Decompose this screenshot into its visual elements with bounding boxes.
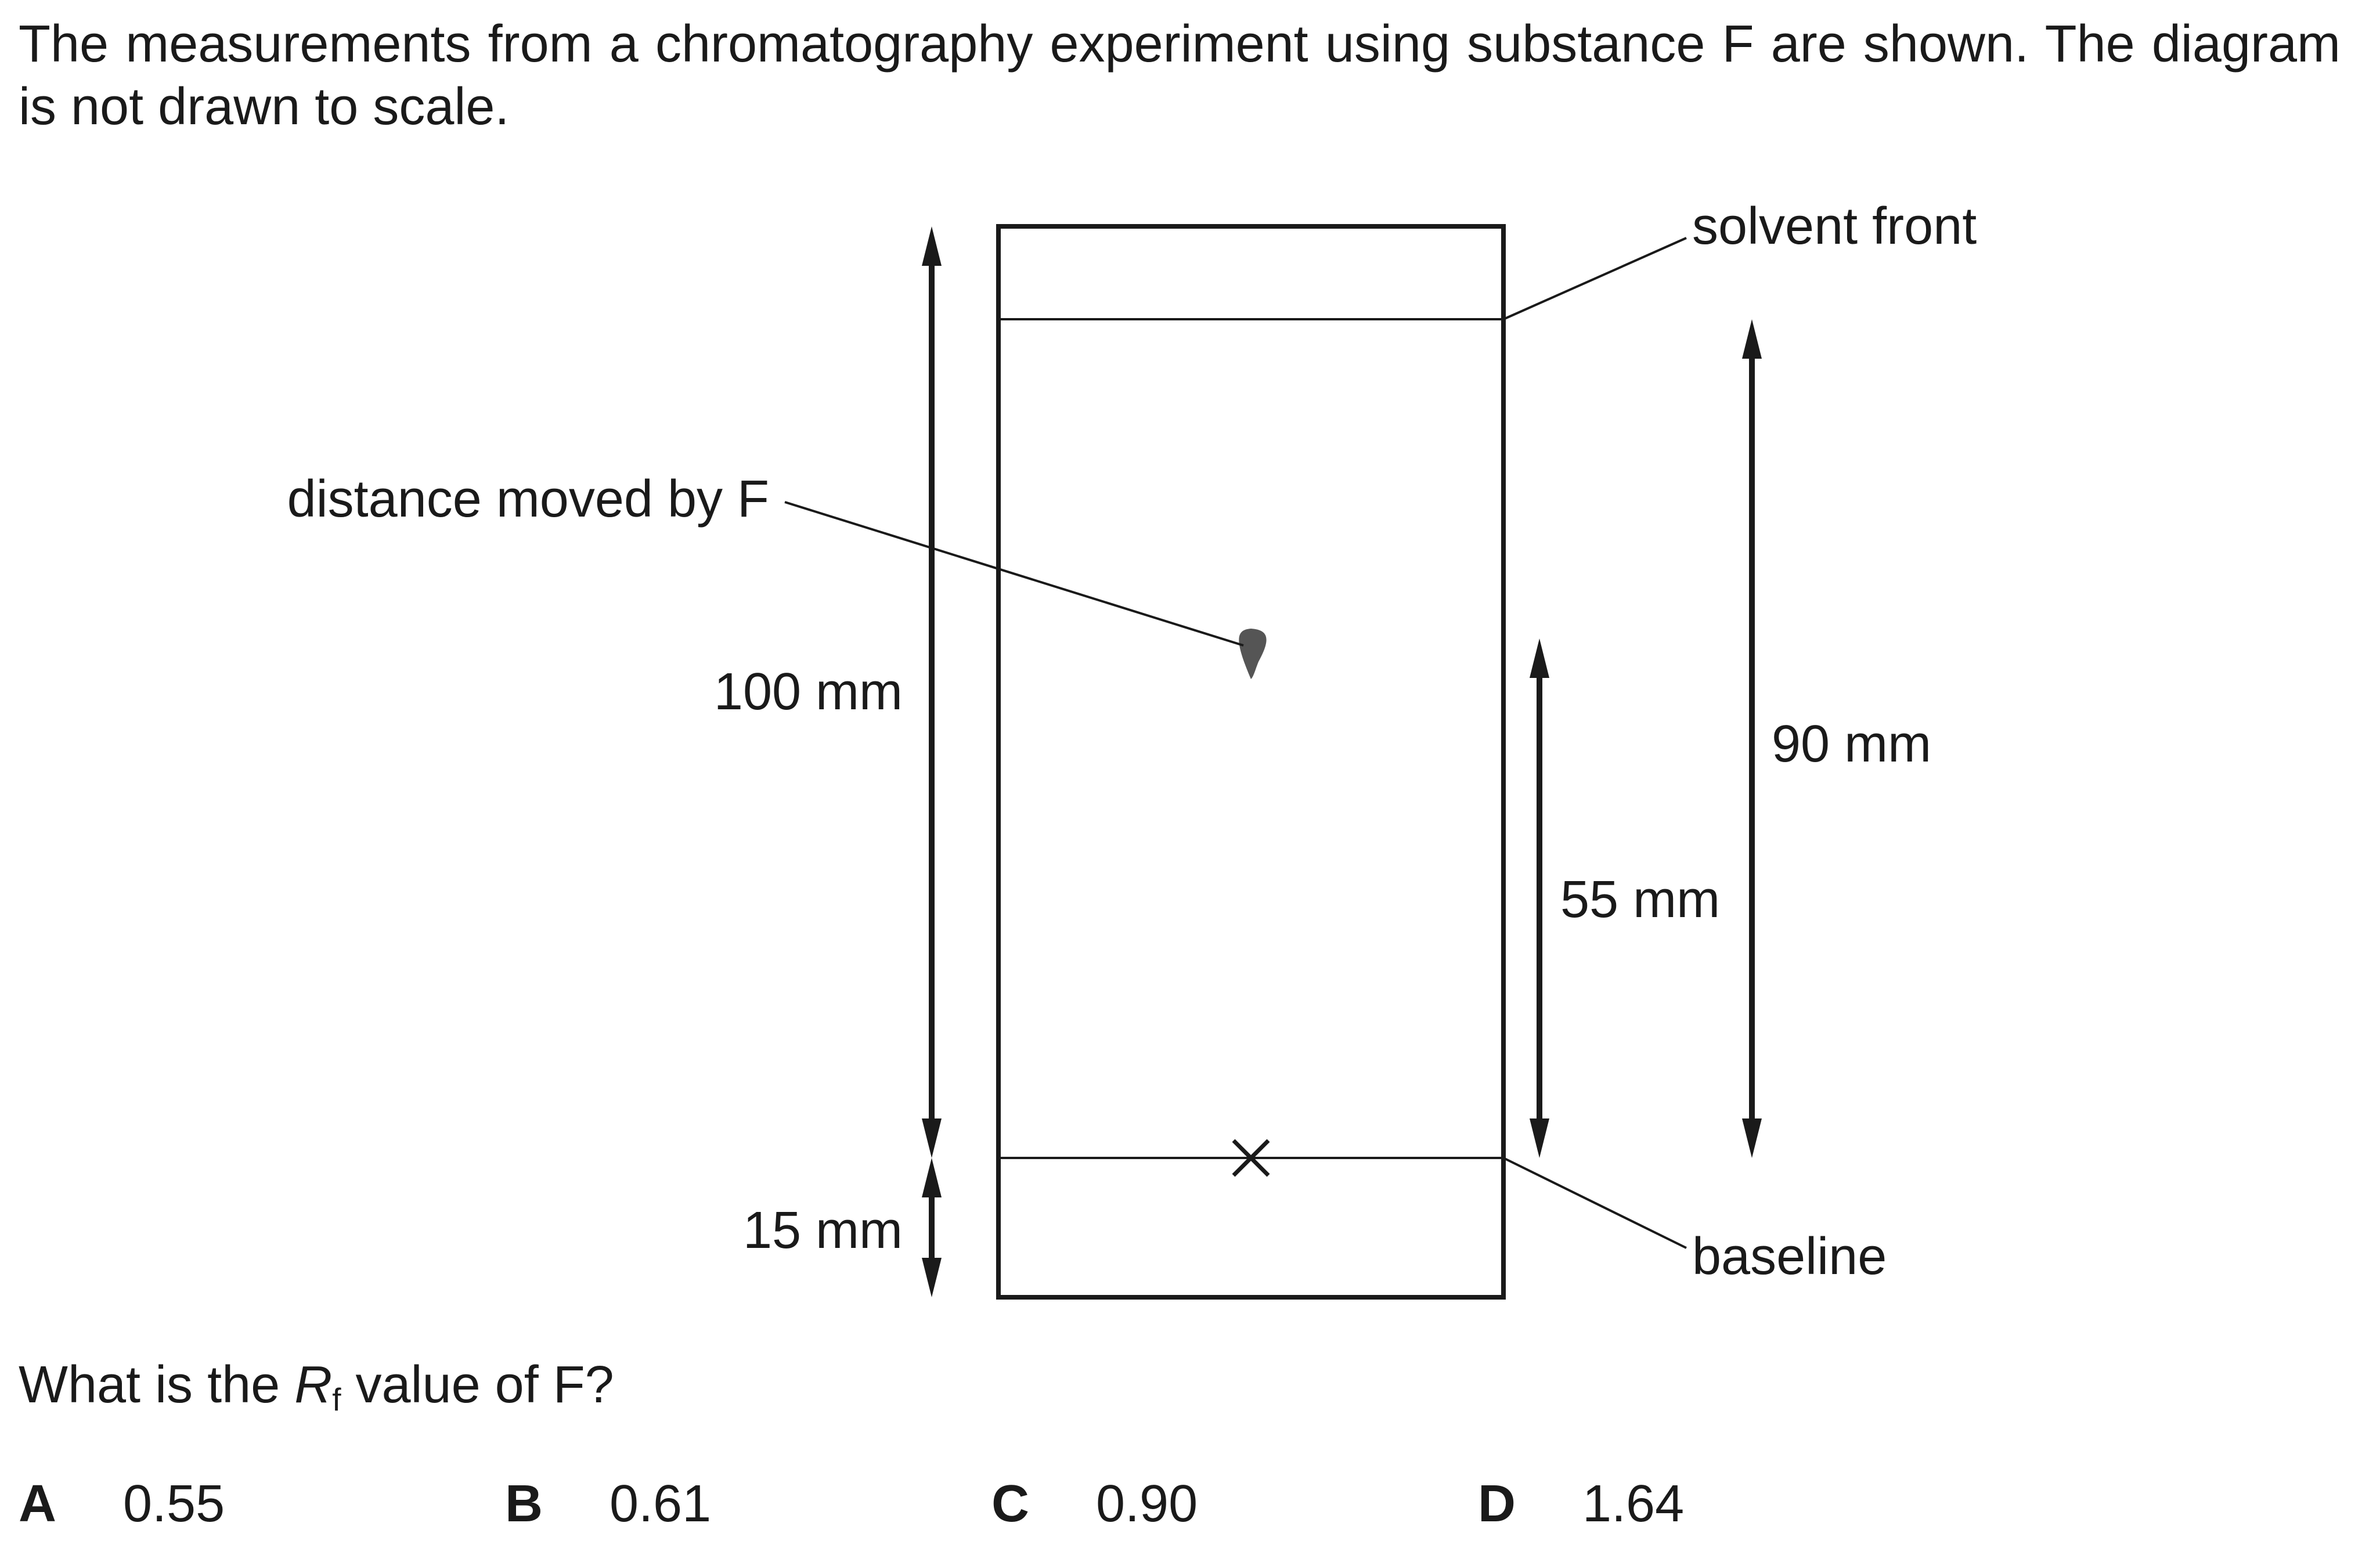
chromatography-paper (996, 224, 1506, 1300)
option-letter: C (991, 1475, 1029, 1533)
baseline-leader (1503, 1157, 1687, 1249)
distance-moved-label: distance moved by F (287, 470, 769, 528)
paper-height-arrow (922, 226, 942, 1158)
solvent-front-leader (1503, 237, 1687, 320)
option-value: 0.55 (123, 1475, 225, 1533)
solvent-front-label: solvent front (1692, 197, 1977, 255)
option-value: 1.64 (1582, 1475, 1685, 1533)
solvent-distance-arrow (1742, 319, 1762, 1158)
option-letter: D (1478, 1475, 1516, 1533)
spot-distance-arrow (1530, 638, 1549, 1158)
option-c[interactable]: C 0.90 (991, 1474, 1198, 1534)
rf-symbol: Rf (294, 1356, 341, 1417)
option-a[interactable]: A 0.55 (19, 1474, 225, 1534)
rf-r: R (294, 1356, 333, 1414)
option-letter: B (505, 1475, 543, 1533)
option-letter: A (19, 1475, 56, 1533)
rf-subscript: f (332, 1381, 341, 1417)
solvent-distance-label: 90 mm (1772, 715, 1931, 773)
option-value: 0.90 (1096, 1475, 1198, 1533)
prompt-before: What is the (19, 1356, 295, 1414)
substance-f-spot (1239, 629, 1267, 679)
option-b[interactable]: B 0.61 (505, 1474, 711, 1534)
question-stem: The measurements from a chromatography e… (19, 15, 2341, 136)
prompt-after: value of F? (341, 1356, 614, 1414)
baseline-label: baseline (1692, 1228, 1887, 1286)
question-prompt: What is the Rf value of F? (19, 1355, 614, 1418)
origin-cross-icon (1232, 1139, 1270, 1177)
bottom-gap-arrow (922, 1158, 942, 1297)
bottom-gap-label: 15 mm (743, 1201, 903, 1260)
spot-distance-label: 55 mm (1560, 871, 1720, 929)
paper-height-label: 100 mm (714, 663, 903, 721)
option-value: 0.61 (610, 1475, 712, 1533)
distance-moved-leader (784, 501, 1244, 647)
option-d[interactable]: D 1.64 (1478, 1474, 1684, 1534)
